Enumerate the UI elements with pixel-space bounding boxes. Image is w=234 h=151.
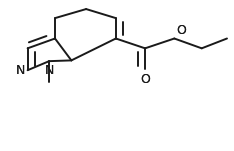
- Text: O: O: [140, 73, 150, 86]
- Text: O: O: [177, 24, 186, 37]
- Text: N: N: [15, 64, 25, 77]
- Text: O: O: [177, 24, 186, 37]
- Text: N: N: [15, 64, 25, 77]
- Text: N: N: [45, 64, 55, 77]
- Text: N: N: [45, 64, 55, 77]
- Text: O: O: [140, 73, 150, 86]
